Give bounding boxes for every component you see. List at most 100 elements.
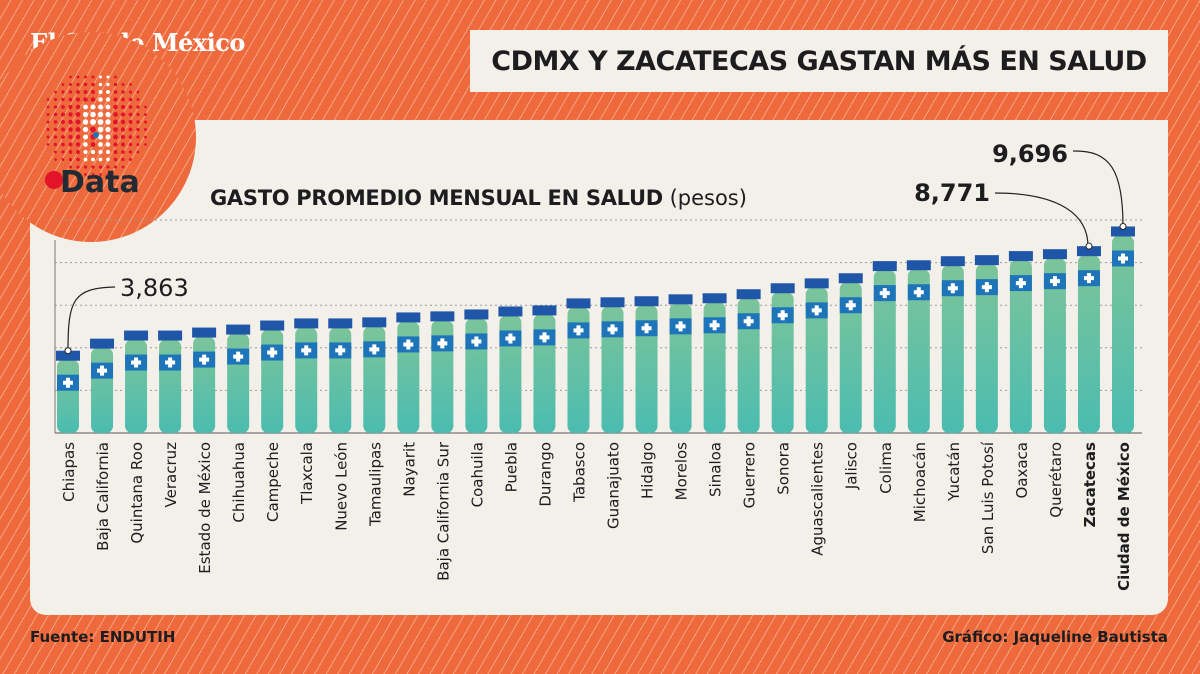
category-label: Michoacán [911,442,929,522]
category-label: Chiapas [60,442,78,502]
bar-cap-10 [396,312,421,323]
bar-bottle-18 [669,303,692,433]
cross-icon [539,332,550,343]
bar-bottle-0 [57,359,79,433]
bar-bottle-26 [941,265,964,433]
cross-icon [1083,273,1094,284]
cross-icon [1015,278,1026,289]
category-label: Tlaxcala [298,442,316,505]
bar-cap-31 [1111,226,1135,237]
category-label: Baja California [94,442,112,551]
category-label: Colima [877,442,895,494]
bar-cap-3 [158,330,183,341]
cross-icon [947,283,958,294]
bar-cap-19 [702,293,727,304]
category-label: Quintana Roo [128,442,146,544]
cross-icon [233,351,244,362]
data-label: 3,863 [120,274,189,302]
category-label: Guerrero [741,442,759,508]
bar-cap-25 [906,260,931,271]
cross-icon [199,354,210,365]
cross-icon [981,282,992,293]
bar-bottle-25 [907,269,930,433]
bar-bottle-27 [975,264,998,433]
bar-cap-18 [668,294,693,305]
cross-icon [97,365,108,376]
source-note: Fuente: ENDUTIH [30,628,176,646]
category-label: Jalisco [843,442,861,490]
category-label: Sonora [775,442,793,495]
bar-bottle-2 [125,339,148,433]
bar-bottle-17 [635,305,658,433]
chart-title-text: GASTO PROMEDIO MENSUAL EN SALUD [210,186,663,210]
bar-cap-4 [192,327,217,338]
chart-title-unit: (pesos) [669,186,747,210]
cross-icon [675,321,686,332]
bar-bottle-19 [703,302,726,433]
bar-cap-30 [1076,246,1101,257]
cross-icon [845,300,856,311]
bar-bottle-4 [193,336,216,433]
cross-icon [607,324,618,335]
annotation-leader [1072,150,1124,227]
category-label: Estado de México [196,442,214,574]
bar-bottle-15 [567,307,590,433]
bar-bottle-22 [805,287,828,433]
cross-icon [403,339,414,350]
bar-bottle-20 [737,298,760,433]
page-title: CDMX Y ZACATECAS GASTAN MÁS EN SALUD [491,45,1147,77]
bar-bottle-30 [1077,255,1100,433]
bar-cap-20 [736,289,761,300]
bar-cap-28 [1008,251,1033,262]
bar-cap-26 [940,256,965,267]
category-label: Tabasco [570,442,588,503]
data-label: 9,696 [992,140,1068,168]
cross-icon [63,377,73,388]
category-label: Hidalgo [639,442,657,499]
bar-bottle-23 [839,282,862,433]
bar-bottle-3 [159,339,182,433]
bar-cap-21 [770,283,795,294]
category-label: Querétaro [1047,442,1065,518]
bar-cap-5 [226,324,251,335]
chart-title: GASTO PROMEDIO MENSUAL EN SALUD (pesos) [210,186,747,210]
annotation-leader [67,286,116,351]
category-label: Nayarit [400,442,418,497]
category-label: Yucatán [945,442,963,502]
category-label: Veracruz [162,442,180,508]
bar-cap-14 [532,305,557,316]
data-logo-icon: Data [45,75,147,200]
bar-bottle-24 [873,270,896,433]
category-label: San Luis Potosí [979,441,997,554]
category-label: Baja California Sur [434,441,452,581]
category-label: Puebla [502,442,520,492]
bar-cap-1 [90,338,115,349]
cross-icon [709,320,720,331]
data-label: 8,771 [914,179,990,207]
cross-icon [165,357,176,368]
cross-icon [1118,253,1128,264]
bar-cap-7 [294,318,319,329]
annotation-dot [1085,242,1093,250]
bar-bottle-1 [91,347,114,433]
cross-icon [811,305,822,316]
bar-cap-27 [974,255,999,266]
cross-icon [471,336,482,347]
bar-cap-2 [124,330,149,341]
bar-cap-23 [838,273,863,284]
cross-icon [267,347,278,358]
bar-cap-16 [600,297,625,308]
bar-cap-9 [362,317,387,328]
bar-cap-22 [804,278,829,289]
cross-icon [743,316,754,327]
bar-bottle-5 [227,333,250,433]
bar-cap-8 [328,318,353,329]
category-label: Ciudad de México [1115,442,1133,591]
annotation-dot [64,347,72,355]
cross-icon [1049,276,1060,287]
cross-icon [777,310,788,321]
cross-icon [369,344,380,355]
category-label: Morelos [673,442,691,501]
logo-text: Data [60,165,140,200]
